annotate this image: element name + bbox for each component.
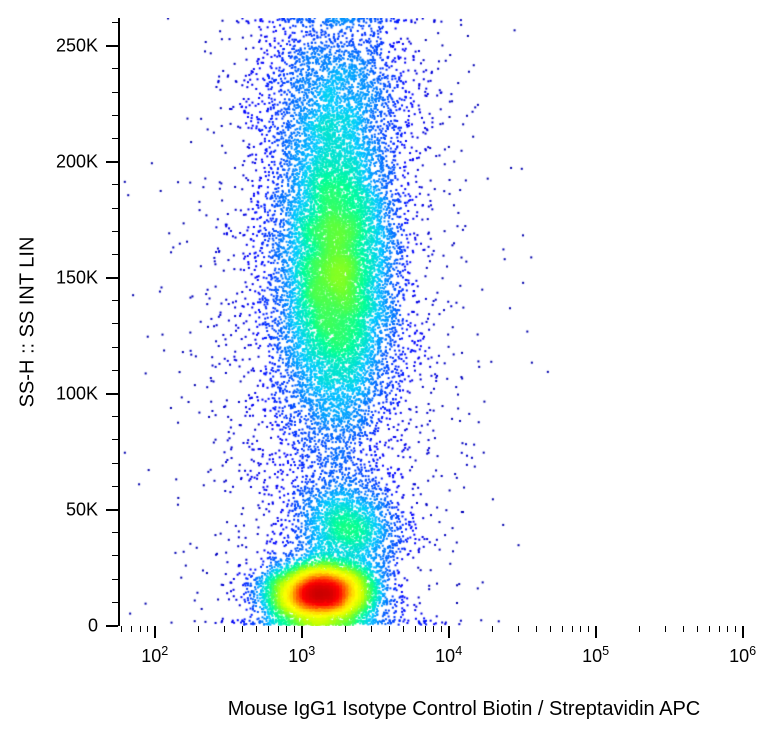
x-tick-label: 104 (435, 644, 462, 667)
x-tick-label: 103 (288, 644, 315, 667)
y-tick-label: 0 (38, 616, 98, 637)
y-tick-label: 100K (38, 384, 98, 405)
scatter-canvas (120, 18, 752, 626)
y-tick-label: 150K (38, 268, 98, 289)
flow-cytometry-scatter: 102 103 104 105 106 0 50K 100K 150K 200K 250K SS-H… (0, 0, 783, 743)
x-tick-label: 106 (729, 644, 756, 667)
x-tick-label: 105 (582, 644, 609, 667)
y-tick-label: 250K (38, 36, 98, 57)
x-tick-label: 102 (141, 644, 168, 667)
y-tick-label: 50K (38, 500, 98, 521)
y-axis-label: SS-H :: SS INT LIN (17, 237, 40, 408)
x-axis-label: Mouse IgG1 Isotype Control Biotin / Stre… (228, 698, 700, 721)
y-tick-label: 200K (38, 152, 98, 173)
plot-area (118, 18, 750, 626)
